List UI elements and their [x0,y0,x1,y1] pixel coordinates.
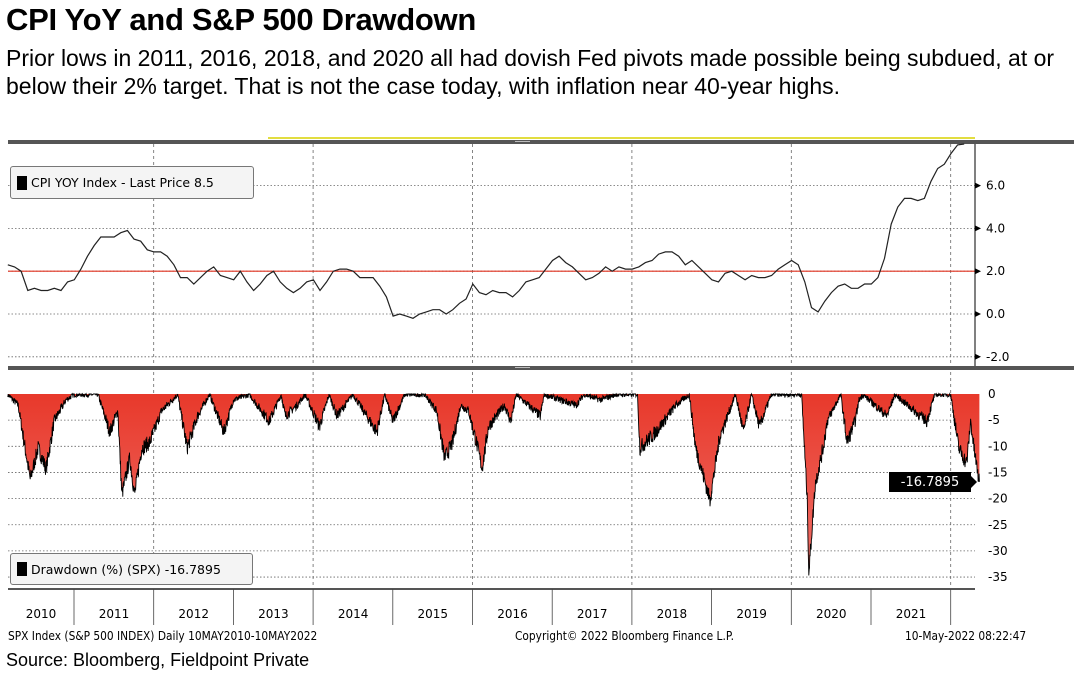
cpi-tick-label: 4.0 [986,221,1005,235]
drawdown-y-ticks: 0 -5 -10 -15 -20 -25 -30 -35 [988,387,1008,584]
x-tick-label: 2011 [99,607,130,621]
legend-swatch-icon [17,175,27,190]
tick-arrow-icon [975,268,981,275]
x-tick-label: 2020 [816,607,847,621]
drawdown-tick-label: -10 [988,439,1008,453]
footer-timestamp: 10-May-2022 08:22:47 [905,628,1027,643]
tick-arrow-icon [975,353,981,360]
last-value-pointer-icon [971,476,977,488]
chart-title: CPI YoY and S&P 500 Drawdown [6,2,476,37]
cpi-tick-label: 6.0 [986,179,1005,193]
tick-arrow-icon [975,225,981,232]
drawdown-line [7,392,980,576]
cpi-tick-label: -2.0 [986,350,1009,364]
drawdown-legend-label: Drawdown (%) (SPX) -16.7895 [31,561,221,577]
x-tick-label: 2010 [26,607,57,621]
footer-security: SPX Index (S&P 500 INDEX) Daily 10MAY201… [8,628,318,643]
panel-divider [8,366,1074,370]
drawdown-tick-label: -15 [988,465,1008,479]
drawdown-tick-label: -30 [988,544,1008,558]
x-axis-ticks: 2010 2011 2012 2013 2014 2015 2016 2017 2018 2019… [26,589,952,625]
cpi-legend-label: CPI YOY Index - Last Price 8.5 [31,175,214,190]
drawdown-tick-label: -5 [988,413,1000,427]
cpi-legend: CPI YOY Index - Last Price 8.5 [10,166,254,199]
drawdown-tick-label: -25 [988,518,1008,532]
cpi-tick-label: 0.0 [986,307,1005,321]
footer-copyright: Copyright© 2022 Bloomberg Finance L.P. [515,628,734,643]
legend-swatch-icon [17,562,27,576]
drawdown-tick-label: 0 [988,387,996,401]
x-tick-label: 2019 [736,607,767,621]
chart-subtitle: Prior lows in 2011, 2016, 2018, and 2020… [6,45,1055,99]
drawdown-tick-label: -35 [988,570,1008,584]
source-note: Source: Bloomberg, Fieldpoint Private [6,650,310,670]
drawdown-tick-label: -20 [988,492,1008,506]
drawdown-legend: Drawdown (%) (SPX) -16.7895 [10,553,253,585]
x-tick-label: 2013 [258,607,289,621]
x-tick-label: 2021 [896,607,927,621]
x-tick-label: 2015 [418,607,449,621]
top-panel-border [8,140,1074,144]
cpi-tick-label: 2.0 [986,264,1005,278]
cpi-y-ticks: 6.0 4.0 2.0 0.0 -2.0 [975,179,1009,364]
cpi-line [7,143,965,319]
x-tick-label: 2016 [497,607,528,621]
tick-arrow-icon [975,311,981,317]
x-tick-label: 2017 [577,607,608,621]
tick-arrow-icon [975,182,981,189]
x-tick-label: 2014 [338,607,369,621]
drawdown-last-value: -16.7895 [889,472,971,492]
x-tick-label: 2018 [657,607,688,621]
x-tick-label: 2012 [178,607,209,621]
